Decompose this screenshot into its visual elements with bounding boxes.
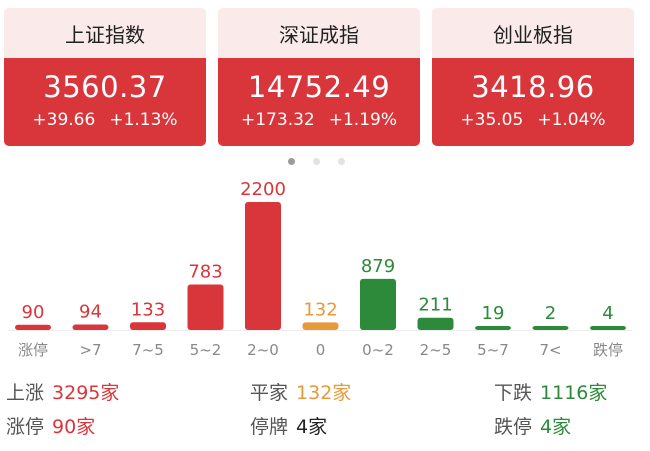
- bar-7[interactable]: [360, 278, 396, 330]
- rise-fall-distribution-chart: 90 涨停 94 >7 133 7~5 783 5~2 2200 2~0 132 0 879 0~2 211…: [8, 179, 632, 359]
- stat-down-label: 下跌: [494, 382, 533, 404]
- category-label: 0~2: [362, 341, 394, 359]
- stat-limit-up-label: 涨停: [6, 416, 45, 438]
- bar-value-label-up: 783: [188, 261, 222, 282]
- bar-value-label-up: 90: [22, 302, 45, 323]
- bar-10[interactable]: [532, 326, 569, 330]
- index-change: +173.32: [241, 110, 315, 130]
- stat-up-label: 上涨: [6, 382, 45, 404]
- category-label: >7: [79, 341, 101, 359]
- bar-value-label-up: 133: [131, 299, 165, 320]
- pager-dot[interactable]: [313, 158, 320, 165]
- stat-suspended: 停牌 4家: [250, 412, 327, 439]
- bar-6[interactable]: [302, 322, 339, 330]
- category-label: 5~7: [477, 341, 509, 359]
- stat-down: 下跌 1116家: [494, 378, 607, 405]
- category-label: 2~5: [420, 341, 452, 359]
- index-card-chinext[interactable]: 创业板指 3418.96 +35.05 +1.04%: [432, 8, 634, 146]
- index-change-pct: +1.13%: [109, 110, 178, 130]
- bar-2[interactable]: [72, 324, 109, 330]
- stat-flat-value: 132家: [296, 382, 352, 404]
- stat-limit-down-value: 4家: [540, 416, 572, 438]
- bar-value-label-down: 19: [482, 303, 505, 324]
- index-name: 创业板指: [432, 8, 634, 58]
- index-value: 3560.37: [43, 70, 167, 104]
- stat-up: 上涨 3295家: [6, 378, 119, 405]
- index-name: 深证成指: [218, 8, 420, 58]
- index-name: 上证指数: [4, 8, 206, 58]
- bar-4[interactable]: [187, 284, 224, 330]
- category-label: 2~0: [247, 341, 279, 359]
- bar-value-label-flat: 132: [303, 299, 337, 320]
- stat-flat: 平家 132家: [250, 378, 351, 405]
- bar-5[interactable]: [245, 202, 281, 330]
- stat-down-value: 1116家: [540, 382, 608, 404]
- pager-dot[interactable]: [288, 158, 295, 165]
- category-label: 5~2: [190, 341, 222, 359]
- bar-3[interactable]: [130, 322, 166, 330]
- stat-limit-down: 跌停 4家: [494, 412, 571, 439]
- index-change: +39.66: [32, 110, 96, 130]
- bar-value-label-up: 2200: [240, 179, 286, 200]
- stat-suspended-value: 4家: [296, 416, 328, 438]
- category-label: 涨停: [18, 341, 48, 359]
- bar-value-label-down: 4: [602, 303, 613, 324]
- category-label: 0: [316, 341, 326, 359]
- index-change: +35.05: [460, 110, 524, 130]
- index-value: 3418.96: [471, 70, 595, 104]
- stat-limit-down-label: 跌停: [494, 416, 533, 438]
- stat-up-value: 3295家: [52, 382, 120, 404]
- index-change-pct: +1.19%: [328, 110, 397, 130]
- category-label: 跌停: [593, 341, 623, 359]
- index-value: 14752.49: [247, 70, 391, 104]
- bar-9[interactable]: [475, 326, 511, 330]
- index-card-shanghai[interactable]: 上证指数 3560.37 +39.66 +1.13%: [4, 8, 206, 146]
- bar-value-label-down: 879: [361, 256, 395, 277]
- category-label: 7~5: [132, 341, 164, 359]
- bar-value-label-up: 94: [79, 302, 102, 323]
- bar-8[interactable]: [417, 317, 454, 330]
- stat-limit-up-value: 90家: [52, 416, 96, 438]
- index-change-pct: +1.04%: [537, 110, 606, 130]
- stat-suspended-label: 停牌: [250, 416, 289, 438]
- stat-limit-up: 涨停 90家: [6, 412, 95, 439]
- category-label: 7<: [539, 341, 561, 359]
- stat-flat-label: 平家: [250, 382, 289, 404]
- index-card-shenzhen[interactable]: 深证成指 14752.49 +173.32 +1.19%: [218, 8, 420, 146]
- pager-dot[interactable]: [338, 158, 345, 165]
- bar-value-label-down: 211: [418, 295, 452, 316]
- carousel-pager[interactable]: [288, 158, 345, 165]
- bar-11[interactable]: [590, 326, 626, 330]
- bar-value-label-down: 2: [545, 303, 556, 324]
- bar-1[interactable]: [15, 324, 51, 330]
